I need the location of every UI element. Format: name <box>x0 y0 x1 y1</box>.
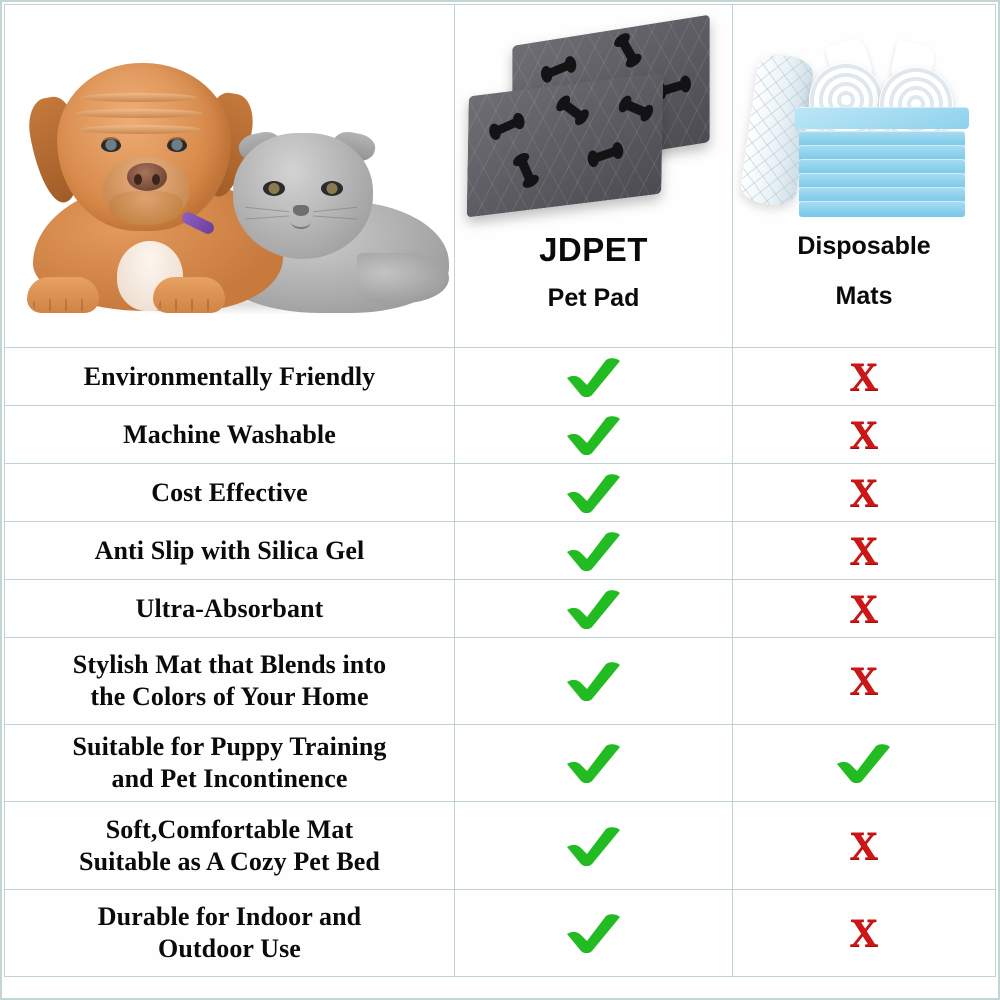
table-row: Environmentally Friendly X <box>4 347 996 406</box>
cross-icon: X <box>849 527 879 573</box>
feature-line: Soft,Comfortable Mat <box>105 814 354 844</box>
jdpet-product-label: Pet Pad <box>547 283 640 312</box>
cross-icon: X <box>849 585 879 631</box>
check-icon <box>566 357 620 397</box>
jdpet-mark-2 <box>454 463 733 522</box>
feature-label-4: Ultra-Absorbant <box>4 579 455 638</box>
feature-line: Ultra-Absorbant <box>135 593 324 623</box>
disposable-mark-8: X <box>732 889 996 977</box>
disposable-mark-1: X <box>732 405 996 464</box>
jdpet-mark-6 <box>454 724 733 802</box>
check-icon <box>566 531 620 571</box>
feature-label-7: Soft,Comfortable Mat Suitable as A Cozy P… <box>4 801 455 890</box>
jdpet-mark-5 <box>454 637 733 725</box>
check-icon <box>566 589 620 629</box>
disposable-mark-7: X <box>732 801 996 890</box>
table-row: Stylish Mat that Blends into the Colors o… <box>4 637 996 725</box>
feature-label-8: Durable for Indoor and Outdoor Use <box>4 889 455 977</box>
disposable-mark-3: X <box>732 521 996 580</box>
disposable-label-line2: Mats <box>835 282 893 311</box>
feature-line: Environmentally Friendly <box>83 361 376 391</box>
feature-line: and Pet Incontinence <box>111 764 348 793</box>
disposable-mark-0: X <box>732 347 996 406</box>
check-icon <box>566 744 620 783</box>
check-icon <box>566 662 620 701</box>
column-header-jdpet: JDPET Pet Pad <box>454 4 733 348</box>
cross-icon: X <box>849 411 879 457</box>
check-icon <box>566 415 620 455</box>
table-row: Anti Slip with Silica Gel X <box>4 521 996 580</box>
jdpet-mark-0 <box>454 347 733 406</box>
cross-icon: X <box>849 658 879 703</box>
column-header-disposable: Disposable Mats <box>732 4 996 348</box>
table-row: Suitable for Puppy Training and Pet Incon… <box>4 724 996 802</box>
table-row: Machine Washable X <box>4 405 996 464</box>
comparison-table: JDPET Pet Pad <box>4 4 996 977</box>
feature-label-0: Environmentally Friendly <box>4 347 455 406</box>
cross-icon: X <box>849 469 879 515</box>
check-icon <box>566 473 620 513</box>
jdpet-pet-pad-image <box>455 11 732 233</box>
check-icon <box>566 914 620 953</box>
table-row: Soft,Comfortable Mat Suitable as A Cozy P… <box>4 801 996 890</box>
table-row: Cost Effective X <box>4 463 996 522</box>
table-header-row: JDPET Pet Pad <box>4 4 996 348</box>
jdpet-mark-8 <box>454 889 733 977</box>
feature-label-6: Suitable for Puppy Training and Pet Incon… <box>4 724 455 802</box>
jdpet-mark-1 <box>454 405 733 464</box>
check-icon <box>837 744 890 783</box>
feature-line: Suitable as A Cozy Pet Bed <box>79 846 380 876</box>
disposable-mark-4: X <box>732 579 996 638</box>
disposable-mats-image <box>733 11 995 233</box>
jdpet-mark-4 <box>454 579 733 638</box>
feature-line: Durable for Indoor and <box>97 902 362 932</box>
cross-icon: X <box>849 910 879 955</box>
check-icon <box>566 826 620 866</box>
jdpet-mark-7 <box>454 801 733 890</box>
feature-line: the Colors of Your Home <box>90 682 369 711</box>
feature-label-1: Machine Washable <box>4 405 455 464</box>
feature-label-5: Stylish Mat that Blends into the Colors o… <box>4 637 455 725</box>
jdpet-brand-label: JDPET <box>539 231 648 268</box>
hero-image-cell <box>4 4 455 348</box>
feature-line: Cost Effective <box>151 477 308 507</box>
feature-label-3: Anti Slip with Silica Gel <box>4 521 455 580</box>
disposable-mark-6 <box>732 724 996 802</box>
table-row: Ultra-Absorbant X <box>4 579 996 638</box>
feature-label-2: Cost Effective <box>4 463 455 522</box>
feature-line: Outdoor Use <box>158 934 301 963</box>
feature-line: Anti Slip with Silica Gel <box>94 535 365 565</box>
feature-line: Stylish Mat that Blends into <box>72 650 387 680</box>
disposable-mark-5: X <box>732 637 996 725</box>
disposable-mark-2: X <box>732 463 996 522</box>
jdpet-mark-3 <box>454 521 733 580</box>
feature-line: Suitable for Puppy Training <box>72 732 387 762</box>
feature-line: Machine Washable <box>123 419 336 449</box>
cross-icon: X <box>849 353 879 399</box>
disposable-label-line1: Disposable <box>797 232 931 260</box>
dog-and-cat-photo <box>5 5 454 347</box>
cross-icon: X <box>849 822 879 868</box>
table-row: Durable for Indoor and Outdoor Use X <box>4 889 996 977</box>
